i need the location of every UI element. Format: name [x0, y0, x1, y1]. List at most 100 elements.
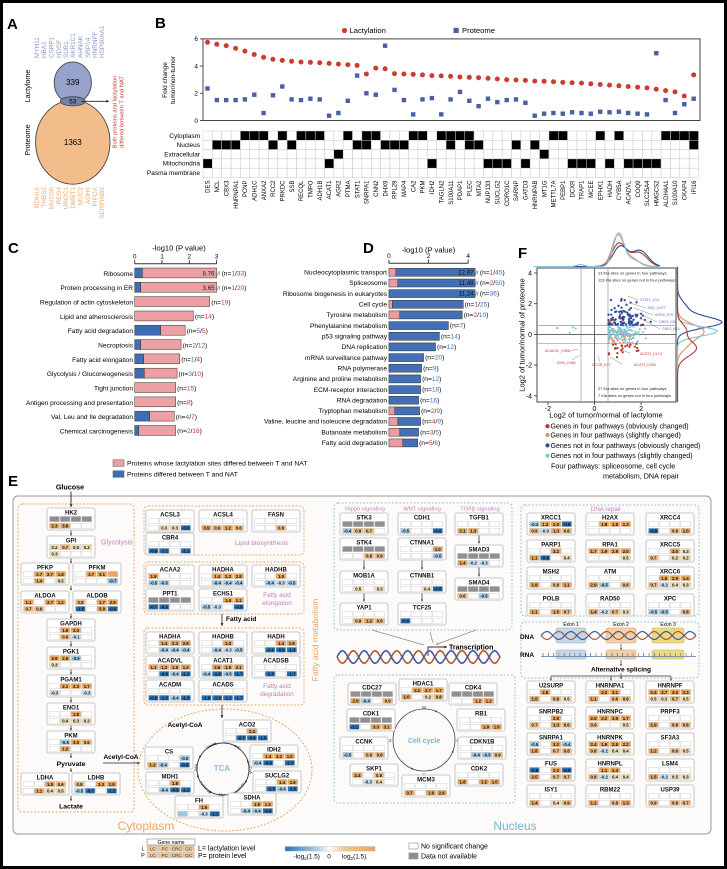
svg-text:0.9: 0.9	[591, 723, 598, 728]
svg-text:0.8: 0.8	[683, 610, 690, 615]
svg-text:(n=8): (n=8)	[177, 400, 193, 407]
svg-text:ANXA2: ANXA2	[262, 180, 268, 200]
svg-text:-log10 (P value): -log10 (P value)	[402, 246, 456, 255]
svg-text:2.5: 2.5	[591, 716, 598, 721]
svg-text:2.9: 2.9	[672, 576, 679, 581]
svg-text:0.6: 0.6	[564, 723, 571, 728]
svg-text:Lactate: Lactate	[59, 804, 83, 811]
svg-text:0.9: 0.9	[355, 529, 362, 534]
svg-text:(n=16): (n=16)	[420, 397, 439, 404]
svg-text:PC: PC	[162, 846, 169, 851]
svg-text:-1.7: -1.7	[235, 696, 243, 701]
svg-text:-0.5: -0.5	[224, 672, 232, 677]
svg-text:STAT1_K13: STAT1_K13	[640, 298, 659, 302]
svg-text:LDHB: LDHB	[88, 775, 105, 781]
svg-text:ACAT1_K263: ACAT1_K263	[634, 363, 656, 367]
svg-text:IFI16: IFI16	[692, 180, 698, 194]
svg-text:Genes in four pathways (obviou: Genes in four pathways (obviously change…	[551, 424, 689, 431]
svg-text:-0.4: -0.4	[213, 648, 221, 653]
svg-text:ACADVL_K558: ACADVL_K558	[545, 349, 570, 353]
svg-text:SARNP: SARNP	[514, 181, 520, 202]
svg-text:1.1: 1.1	[601, 768, 608, 773]
svg-text:0.5: 0.5	[58, 579, 65, 584]
svg-text:2.8: 2.8	[542, 690, 549, 695]
svg-text:PARP1: PARP1	[541, 542, 561, 548]
svg-text:11.24: 11.24	[459, 291, 475, 298]
svg-text:(n=2/50): (n=2/50)	[480, 280, 505, 287]
svg-text:1.7: 1.7	[591, 549, 598, 554]
svg-text:1.9: 1.9	[254, 802, 261, 807]
svg-text:0.3: 0.3	[377, 587, 384, 592]
svg-text:PKM: PKM	[421, 181, 427, 194]
svg-text:-1.1: -1.1	[182, 549, 190, 554]
svg-text:2.0: 2.0	[353, 699, 360, 704]
svg-text:1.6: 1.6	[494, 725, 501, 730]
svg-text:0.4: 0.4	[623, 775, 630, 780]
svg-text:-0.3: -0.3	[480, 561, 488, 566]
svg-text:2.0: 2.0	[623, 549, 630, 554]
svg-text:Four pathways: spliceosome, ce: Four pathways: spliceosome, cell cycle	[551, 462, 675, 471]
svg-text:1.6: 1.6	[225, 598, 232, 603]
svg-text:3.3: 3.3	[73, 628, 80, 633]
svg-text:2.8: 2.8	[183, 641, 190, 646]
svg-text:2.9: 2.9	[612, 549, 619, 554]
svg-text:1.2: 1.2	[651, 749, 658, 754]
svg-text:-0.3: -0.3	[277, 581, 285, 586]
svg-text:SNRPA1: SNRPA1	[539, 735, 564, 741]
svg-text:PPT1: PPT1	[162, 591, 178, 597]
svg-text:0.4: 0.4	[612, 775, 619, 780]
svg-text://: //	[475, 270, 479, 276]
svg-text:1.5: 1.5	[201, 805, 208, 810]
svg-text:MT1G: MT1G	[542, 180, 548, 197]
svg-text:S100A11: S100A11	[449, 180, 455, 205]
svg-text:0.7: 0.7	[26, 607, 33, 612]
svg-text:0.8: 0.8	[591, 749, 598, 754]
svg-text:2.7: 2.7	[36, 572, 43, 577]
svg-text:0: 0	[133, 254, 137, 261]
svg-text:3.0: 3.0	[672, 549, 679, 554]
svg-text:0.9: 0.9	[385, 699, 392, 704]
svg-text:1.1: 1.1	[236, 598, 243, 603]
svg-text:-0.5: -0.5	[160, 581, 168, 586]
svg-text:-0.9: -0.9	[264, 809, 272, 814]
svg-text:0.5: 0.5	[651, 697, 658, 702]
svg-text:-0.8: -0.8	[109, 607, 117, 612]
svg-text:0.8: 0.8	[612, 801, 619, 806]
svg-text:-0.3: -0.3	[83, 691, 91, 696]
svg-text:-0.5: -0.5	[480, 594, 488, 599]
svg-text:(n=4/7): (n=4/7)	[176, 414, 197, 421]
svg-text:-0.5: -0.5	[61, 740, 69, 745]
svg-text://: //	[475, 292, 479, 298]
svg-text:-0.5: -0.5	[72, 656, 80, 661]
svg-text:Val, Leu and Ile degradation: Val, Leu and Ile degradation	[51, 414, 133, 421]
svg-text:-1.1: -1.1	[351, 725, 359, 730]
svg-text:2.5: 2.5	[553, 716, 560, 721]
svg-text:0: 0	[528, 332, 532, 339]
svg-text:Pyruvate: Pyruvate	[57, 761, 86, 768]
svg-text:-1.5: -1.5	[77, 607, 85, 612]
svg-text:2.3: 2.3	[683, 690, 690, 695]
svg-text:-0.5: -0.5	[483, 753, 491, 758]
svg-text:1.4: 1.4	[683, 576, 690, 581]
svg-text:Glucose: Glucose	[56, 483, 84, 492]
svg-text:Cytoplasm: Cytoplasm	[169, 133, 200, 140]
svg-text:1.9: 1.9	[651, 723, 658, 728]
svg-text:1.1: 1.1	[36, 789, 43, 794]
svg-text:3.3: 3.3	[98, 782, 105, 787]
svg-text:Nucleus: Nucleus	[493, 819, 536, 833]
svg-text:0.7: 0.7	[553, 749, 560, 754]
svg-text:-0.6: -0.6	[434, 587, 442, 592]
svg-text:2.1: 2.1	[62, 684, 69, 689]
svg-text:MYH11: MYH11	[34, 37, 41, 58]
svg-text:HNRNPF: HNRNPF	[92, 31, 99, 58]
svg-text:HNRNPF: HNRNPF	[658, 683, 683, 689]
svg-text:-2.3: -2.3	[286, 761, 294, 766]
svg-text:0.8: 0.8	[436, 695, 443, 700]
svg-text:IDH2_K384: IDH2_K384	[557, 361, 576, 365]
svg-text:Fatty acid: Fatty acid	[263, 683, 291, 690]
svg-text:1.8: 1.8	[172, 781, 179, 786]
svg-text:-0.3: -0.3	[200, 812, 208, 817]
svg-text:0.6: 0.6	[612, 697, 619, 702]
svg-text:-0.9: -0.9	[541, 556, 549, 561]
svg-text:1.1: 1.1	[532, 556, 539, 561]
